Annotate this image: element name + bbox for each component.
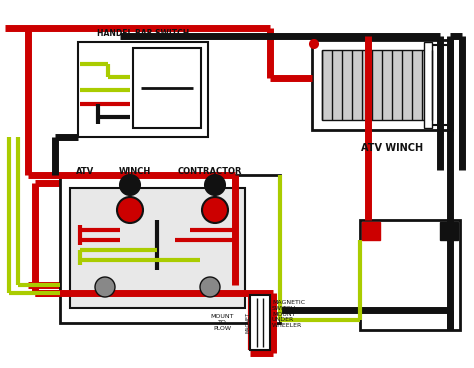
Bar — [360, 220, 460, 330]
Circle shape — [205, 175, 225, 195]
Bar — [250, 295, 270, 350]
Circle shape — [95, 277, 115, 297]
Text: ATV: ATV — [76, 167, 94, 177]
Circle shape — [200, 277, 220, 297]
Text: ATV WINCH: ATV WINCH — [361, 143, 423, 153]
Bar — [432, 45, 452, 125]
Bar — [78, 42, 208, 137]
Bar — [424, 42, 432, 128]
Bar — [322, 50, 432, 120]
Bar — [440, 222, 458, 240]
Bar — [70, 188, 245, 308]
Text: MAGNET: MAGNET — [246, 312, 250, 333]
Text: HANDEL BAR SWITCH: HANDEL BAR SWITCH — [97, 29, 189, 39]
Circle shape — [310, 40, 318, 48]
Bar — [60, 175, 280, 323]
Text: CONTRACTOR: CONTRACTOR — [178, 167, 242, 177]
Text: MOUNT
TO
PLOW: MOUNT TO PLOW — [210, 314, 234, 331]
Bar — [133, 48, 201, 128]
Text: WINCH: WINCH — [119, 167, 151, 177]
Circle shape — [120, 175, 140, 195]
Circle shape — [117, 197, 143, 223]
Circle shape — [202, 197, 228, 223]
Text: MAGNETIC
SWITCH
MOUNT
UNDER
WHEELER: MAGNETIC SWITCH MOUNT UNDER WHEELER — [272, 300, 305, 328]
Bar — [312, 40, 452, 130]
Bar — [362, 222, 380, 240]
